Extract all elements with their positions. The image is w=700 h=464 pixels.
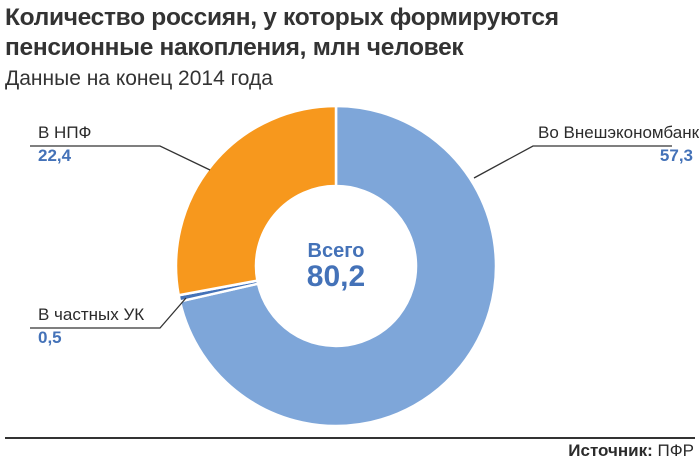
leader-line-2 [30, 297, 187, 329]
source-note: Источник: ПФР [568, 440, 694, 462]
donut-chart: Во Внешэкономбанке 57,3 В частных УК 0,5 В Н… [30, 104, 700, 428]
slice-value-1: 57,3 [660, 146, 693, 165]
chart-title-line-1: Количество россиян, у которых формируютс… [5, 4, 559, 31]
slice-label-1: Во Внешэкономбанке [538, 123, 700, 142]
leader-line-1 [473, 145, 672, 179]
chart-title-line-2: пенсионные накопления, млн человек [5, 34, 464, 61]
leader-lines [30, 145, 672, 329]
leader-line-3 [30, 145, 211, 171]
slice-labels: Во Внешэкономбанке 57,3 В частных УК 0,5 В Н… [38, 123, 700, 347]
source-label: Источник: [568, 441, 653, 460]
donut-slice-1 [178, 104, 498, 428]
center-total-value: 80,2 [307, 260, 365, 293]
donut-slices [174, 104, 498, 428]
slice-label-2: В частных УК [38, 305, 144, 324]
slice-value-2: 0,5 [38, 328, 62, 347]
slice-value-3: 22,4 [38, 146, 72, 165]
slice-label-3: В НПФ [38, 123, 91, 142]
chart-subtitle: Данные на конец 2014 года [5, 67, 273, 90]
donut-slice-3 [174, 104, 338, 297]
center-total-caption: Всего [308, 240, 365, 262]
footer-divider [5, 437, 695, 439]
source-value: ПФР [657, 441, 694, 460]
chart-title: Количество россиян, у которых формируютс… [5, 3, 559, 63]
